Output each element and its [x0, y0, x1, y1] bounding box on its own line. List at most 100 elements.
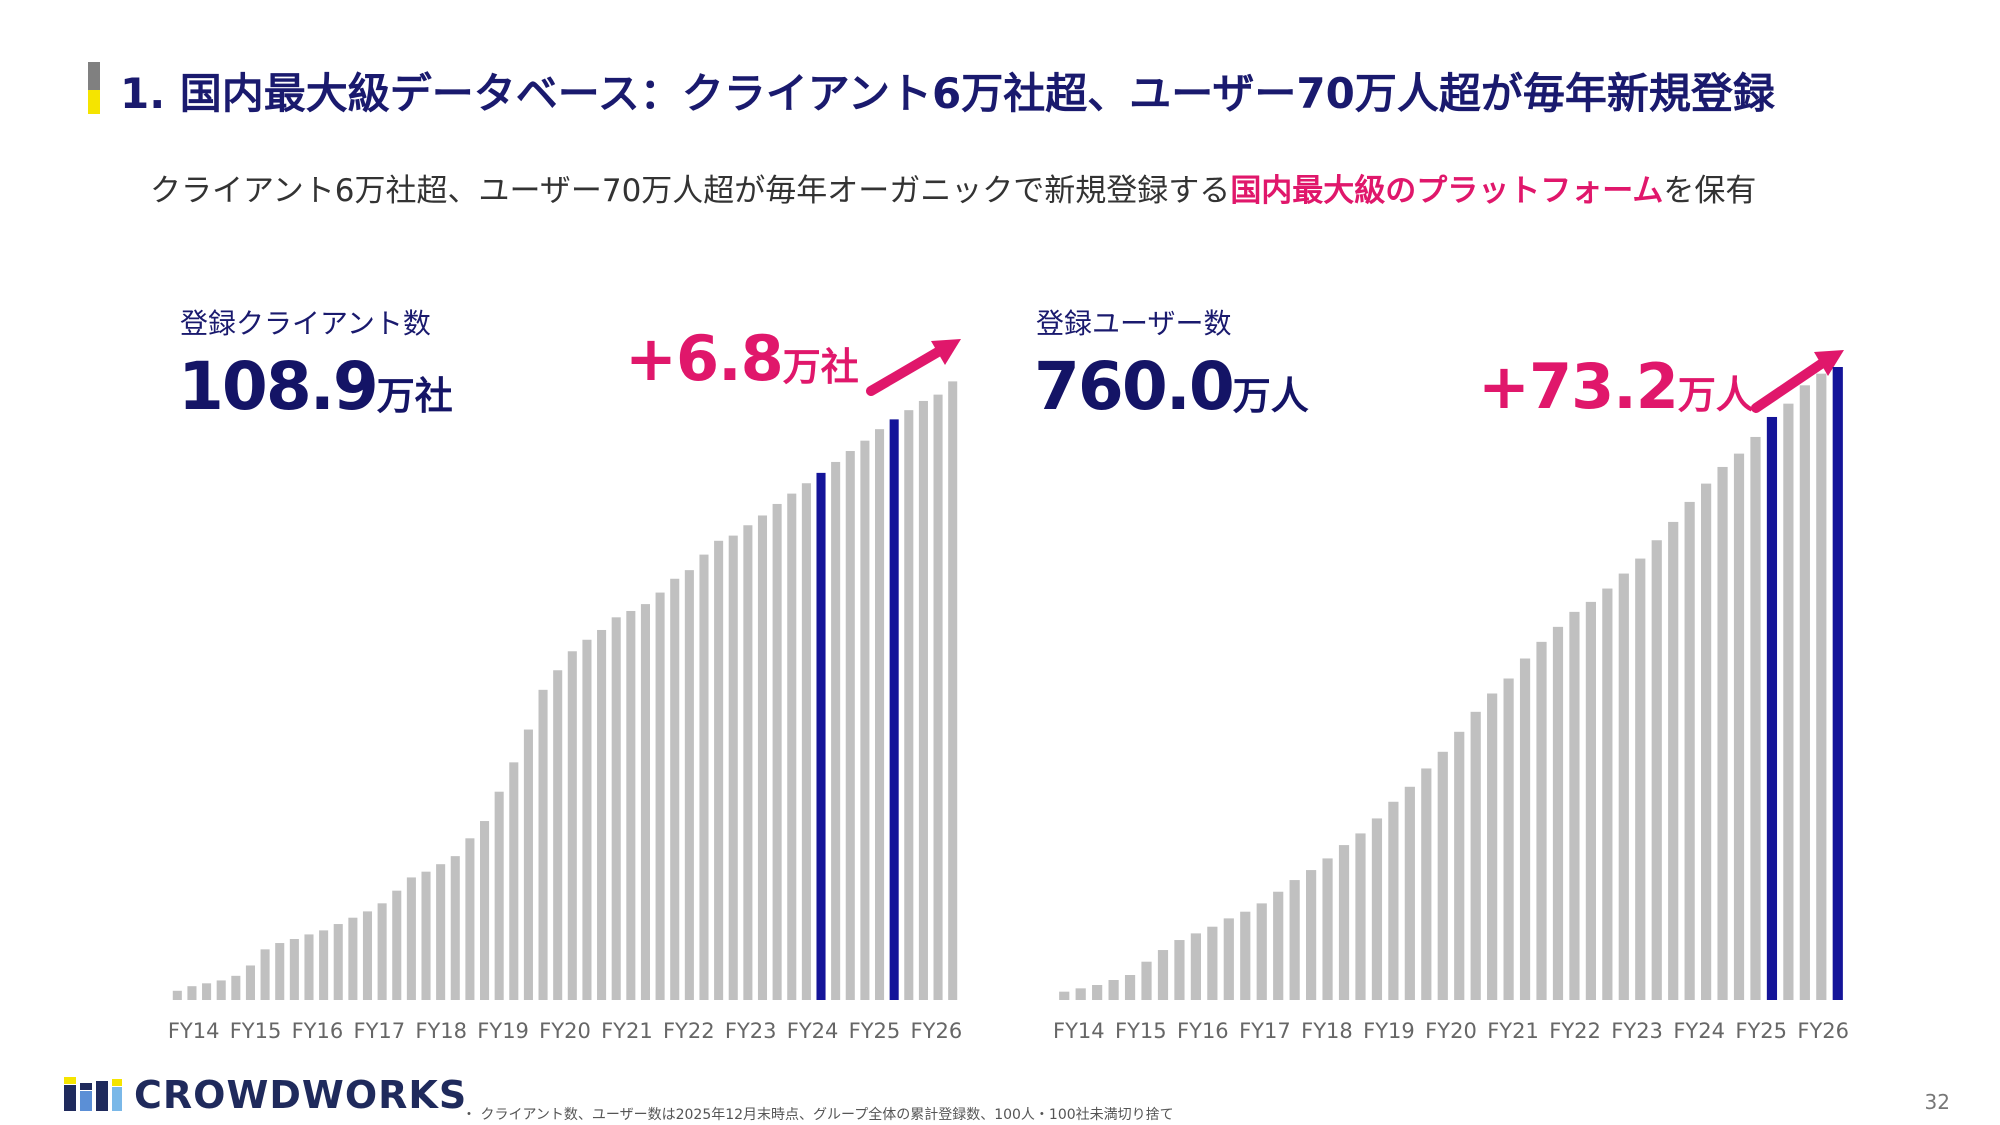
bar [1157, 950, 1169, 1000]
x-tick-label: FY23 [725, 1019, 777, 1043]
subtitle-text: クライアント6万社超、ユーザー70万人超が毎年オーガニックで新規登録する [150, 173, 1231, 209]
clients-growth-arrow-icon [866, 339, 961, 396]
highlighted-bar [889, 419, 899, 1000]
bar [392, 890, 402, 1000]
bar [1717, 466, 1728, 1000]
users-delta-value: +73.2 [1478, 350, 1679, 423]
subtitle-highlight: 国内最大級のプラットフォーム [1230, 173, 1664, 209]
footnote: ・ クライアント数、ユーザー数は2025年12月末時点、グループ全体の累計登録数… [462, 1107, 1174, 1123]
bar [933, 394, 943, 1000]
bar [875, 429, 885, 1000]
bar [1124, 975, 1136, 1000]
bar [231, 975, 241, 1000]
users-total-unit: 万人 [1232, 374, 1309, 418]
bar [787, 493, 797, 1000]
bar [714, 540, 724, 1000]
crowdworks-logo-icon [64, 1077, 122, 1111]
x-tick-label: FY24 [1673, 1019, 1725, 1043]
bar [1799, 385, 1810, 1000]
x-tick-label: FY17 [1239, 1019, 1291, 1043]
subtitle-suffix: を保有 [1663, 173, 1757, 209]
bar [1141, 961, 1152, 1000]
bar [187, 986, 197, 1000]
bar [1519, 658, 1531, 1000]
bar [421, 871, 431, 1000]
x-tick-label: FY20 [1425, 1019, 1477, 1043]
bar [362, 911, 373, 1000]
bar [333, 924, 343, 1000]
bar [845, 451, 855, 1000]
x-tick-label: FY25 [849, 1019, 901, 1043]
bar [1733, 453, 1745, 1000]
x-tick-label: FY14 [168, 1019, 220, 1043]
x-tick-label: FY19 [1363, 1019, 1415, 1043]
bar [1322, 858, 1333, 1000]
bar [757, 515, 768, 1000]
bar [304, 934, 314, 1000]
bar [465, 838, 475, 1000]
bar [377, 903, 387, 1000]
bar [1371, 818, 1383, 1000]
bar [1174, 940, 1185, 1000]
bar [1552, 626, 1564, 1000]
users-delta-unit: 万人 [1677, 373, 1754, 417]
bar [406, 877, 416, 1000]
clients-total-unit: 万社 [376, 374, 453, 418]
bar [1635, 558, 1646, 1000]
x-tick-label: FY21 [1487, 1019, 1539, 1043]
clients-bar-chart: FY14 FY15 FY16 FY17 FY18 FY19 FY20 FY21 FY22 FY23… [168, 381, 962, 1043]
bar [260, 949, 270, 1000]
x-tick-label: FY16 [292, 1019, 344, 1043]
x-tick-label: FY25 [1735, 1019, 1787, 1043]
bar [202, 983, 212, 1000]
x-tick-label: FY16 [1177, 1019, 1229, 1043]
bar [172, 990, 182, 1000]
bar [319, 930, 329, 1000]
title-accent-bar [88, 62, 100, 114]
bar [1454, 731, 1465, 1000]
bar [1240, 911, 1251, 1000]
clients-delta-value: +6.8 [625, 322, 784, 395]
users-label: 登録ユーザー数 [1036, 307, 1232, 340]
bar [1602, 588, 1613, 1000]
users-bar-chart: FY14 FY15 FY16 FY17 FY18 FY19 FY20 FY21 FY22 FY23… [1053, 367, 1849, 1043]
bar [1190, 933, 1201, 1000]
x-tick-label: FY18 [415, 1019, 467, 1043]
x-tick-label: FY17 [353, 1019, 405, 1043]
bar [801, 483, 811, 1000]
x-tick-label: FY18 [1301, 1019, 1353, 1043]
highlighted-bar [816, 472, 826, 1000]
bar [1075, 988, 1086, 1000]
bar [597, 629, 607, 1000]
bar [1059, 991, 1070, 1000]
bar [655, 592, 665, 1000]
bar [948, 381, 958, 1000]
page-number: 32 [1924, 1090, 1950, 1114]
bar [1651, 540, 1662, 1000]
bar [1404, 786, 1415, 1000]
bar [1207, 926, 1218, 1000]
highlighted-bar [1832, 367, 1843, 1000]
bar [904, 410, 914, 1000]
bar [1108, 980, 1119, 1000]
bar [1092, 985, 1103, 1000]
bar [509, 762, 519, 1000]
bar [1388, 801, 1399, 1000]
bar [216, 980, 226, 1000]
x-tick-label: FY20 [539, 1019, 591, 1043]
bar [348, 917, 358, 1000]
bar [1503, 678, 1514, 1000]
page-title: 1. 国内最大級データベース：クライアント6万社超、ユーザー70万人超が毎年新規… [120, 69, 1775, 118]
bar [1437, 751, 1448, 1000]
users-total-value: 760.0 [1034, 348, 1235, 425]
crowdworks-logo: CROWDWORKS [62, 1073, 467, 1117]
bar [1618, 573, 1629, 1000]
bar [1569, 611, 1580, 1000]
bar [567, 651, 577, 1000]
bar [582, 639, 592, 1000]
bar [831, 461, 841, 1000]
x-tick-label: FY19 [477, 1019, 529, 1043]
bar [918, 400, 928, 1000]
bar [1668, 521, 1679, 1000]
bar [743, 525, 753, 1000]
